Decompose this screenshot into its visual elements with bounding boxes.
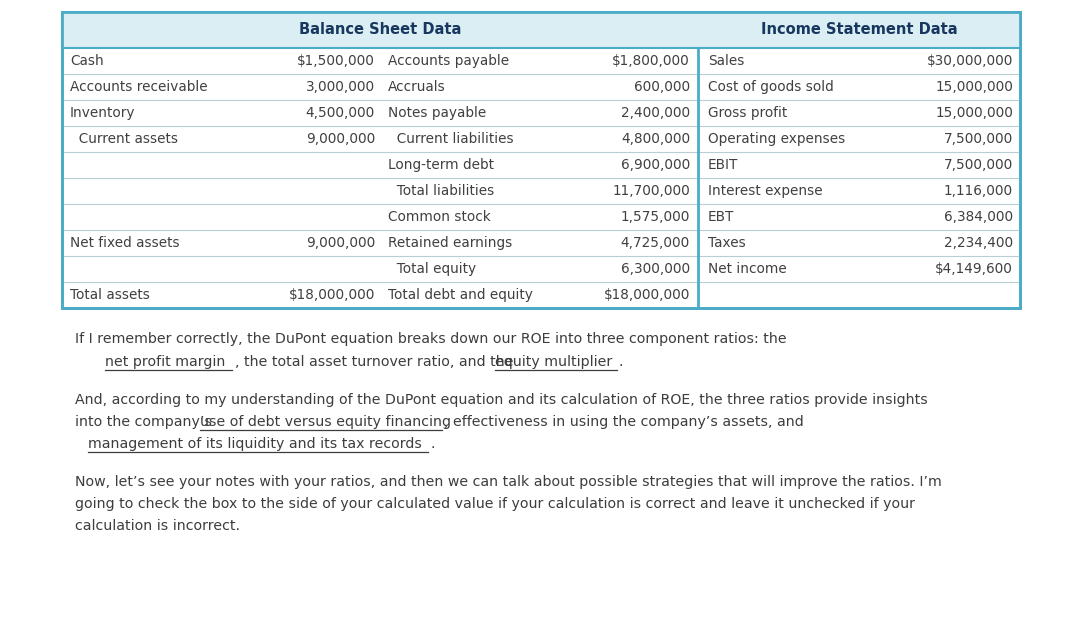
Text: Common stock: Common stock xyxy=(388,210,491,224)
Text: Inventory: Inventory xyxy=(70,106,136,120)
Text: $18,000,000: $18,000,000 xyxy=(603,288,689,302)
Text: 6,300,000: 6,300,000 xyxy=(620,262,689,276)
Text: 6,900,000: 6,900,000 xyxy=(620,158,689,172)
Text: Total equity: Total equity xyxy=(388,262,476,276)
Text: 9,000,000: 9,000,000 xyxy=(305,236,375,250)
Text: , the total asset turnover ratio, and the: , the total asset turnover ratio, and th… xyxy=(235,355,514,369)
Text: equity multiplier: equity multiplier xyxy=(495,355,612,369)
Text: Now, let’s see your notes with your ratios, and then we can talk about possible : Now, let’s see your notes with your rati… xyxy=(76,475,942,489)
Text: If I remember correctly, the DuPont equation breaks down our ROE into three comp: If I remember correctly, the DuPont equa… xyxy=(76,332,787,346)
Text: $1,800,000: $1,800,000 xyxy=(612,54,689,68)
Text: Retained earnings: Retained earnings xyxy=(388,236,513,250)
Text: going to check the box to the side of your calculated value if your calculation : going to check the box to the side of yo… xyxy=(76,497,915,511)
Text: Balance Sheet Data: Balance Sheet Data xyxy=(299,22,461,37)
Text: $18,000,000: $18,000,000 xyxy=(288,288,375,302)
Text: Current liabilities: Current liabilities xyxy=(388,132,514,146)
Text: $30,000,000: $30,000,000 xyxy=(927,54,1013,68)
Text: use of debt versus equity financing: use of debt versus equity financing xyxy=(200,415,451,429)
Text: 1,116,000: 1,116,000 xyxy=(944,184,1013,198)
Text: Sales: Sales xyxy=(708,54,745,68)
Text: Current assets: Current assets xyxy=(70,132,178,146)
Text: Income Statement Data: Income Statement Data xyxy=(761,22,957,37)
Text: Notes payable: Notes payable xyxy=(388,106,487,120)
Text: EBT: EBT xyxy=(708,210,735,224)
Text: Total debt and equity: Total debt and equity xyxy=(388,288,533,302)
Text: .: . xyxy=(431,437,436,451)
Text: calculation is incorrect.: calculation is incorrect. xyxy=(76,519,240,533)
Text: Gross profit: Gross profit xyxy=(708,106,788,120)
Text: Taxes: Taxes xyxy=(708,236,746,250)
Bar xyxy=(62,12,1020,308)
Text: management of its liquidity and its tax records: management of its liquidity and its tax … xyxy=(88,437,422,451)
Text: Total assets: Total assets xyxy=(70,288,150,302)
Text: 7,500,000: 7,500,000 xyxy=(944,158,1013,172)
Text: Accruals: Accruals xyxy=(388,80,446,94)
Text: 15,000,000: 15,000,000 xyxy=(935,106,1013,120)
Text: into the company’s: into the company’s xyxy=(76,415,211,429)
Text: $1,500,000: $1,500,000 xyxy=(297,54,375,68)
Text: 2,234,400: 2,234,400 xyxy=(944,236,1013,250)
Text: 11,700,000: 11,700,000 xyxy=(612,184,689,198)
Text: 600,000: 600,000 xyxy=(633,80,689,94)
Text: 9,000,000: 9,000,000 xyxy=(305,132,375,146)
Text: EBIT: EBIT xyxy=(708,158,738,172)
Text: Interest expense: Interest expense xyxy=(708,184,822,198)
Text: .: . xyxy=(619,355,624,369)
Text: 15,000,000: 15,000,000 xyxy=(935,80,1013,94)
Text: 4,725,000: 4,725,000 xyxy=(620,236,689,250)
Bar xyxy=(62,12,1020,308)
Text: Operating expenses: Operating expenses xyxy=(708,132,845,146)
Text: 1,575,000: 1,575,000 xyxy=(620,210,689,224)
Text: 3,000,000: 3,000,000 xyxy=(305,80,375,94)
Text: 4,800,000: 4,800,000 xyxy=(620,132,689,146)
Text: net profit margin: net profit margin xyxy=(105,355,226,369)
Text: 6,384,000: 6,384,000 xyxy=(944,210,1013,224)
Text: , effectiveness in using the company’s assets, and: , effectiveness in using the company’s a… xyxy=(443,415,804,429)
Text: Cash: Cash xyxy=(70,54,104,68)
Text: $4,149,600: $4,149,600 xyxy=(935,262,1013,276)
Text: Cost of goods sold: Cost of goods sold xyxy=(708,80,834,94)
Text: Accounts receivable: Accounts receivable xyxy=(70,80,207,94)
Text: And, according to my understanding of the DuPont equation and its calculation of: And, according to my understanding of th… xyxy=(76,393,928,407)
Text: 2,400,000: 2,400,000 xyxy=(620,106,689,120)
Text: Net income: Net income xyxy=(708,262,787,276)
Text: Long-term debt: Long-term debt xyxy=(388,158,494,172)
Text: Total liabilities: Total liabilities xyxy=(388,184,494,198)
Bar xyxy=(62,12,1020,48)
Text: Net fixed assets: Net fixed assets xyxy=(70,236,179,250)
Text: 4,500,000: 4,500,000 xyxy=(305,106,375,120)
Text: 7,500,000: 7,500,000 xyxy=(944,132,1013,146)
Text: Accounts payable: Accounts payable xyxy=(388,54,509,68)
